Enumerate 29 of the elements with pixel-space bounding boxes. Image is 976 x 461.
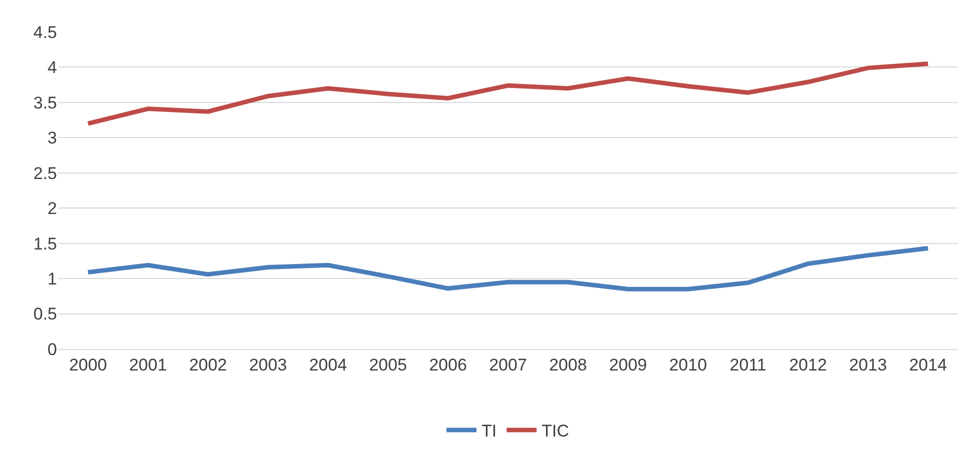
y-tick-label: 3 xyxy=(48,128,57,148)
y-tick-label: 2.5 xyxy=(33,164,57,183)
x-tick-label: 2014 xyxy=(909,355,947,374)
x-tick-label: 2009 xyxy=(609,355,647,374)
x-tick-label: 2013 xyxy=(849,355,887,374)
x-tick-label: 2008 xyxy=(549,355,587,374)
legend-label: TI xyxy=(482,422,497,441)
x-tick-label: 2000 xyxy=(69,355,107,374)
y-tick-label: 0 xyxy=(48,340,57,359)
x-tick-label: 2001 xyxy=(129,355,167,374)
y-tick-label: 4 xyxy=(48,58,57,78)
y-tick-label: 0.5 xyxy=(33,304,57,324)
legend-label: TIC xyxy=(542,422,569,441)
x-tick-label: 2002 xyxy=(189,355,227,374)
x-tick-label: 2012 xyxy=(789,355,827,374)
x-tick-label: 2007 xyxy=(489,355,527,374)
y-tick-label: 1.5 xyxy=(33,234,57,254)
x-tick-label: 2006 xyxy=(429,355,467,374)
y-tick-label: 2 xyxy=(48,199,57,218)
x-tick-label: 2005 xyxy=(369,355,407,374)
y-tick-label: 3.5 xyxy=(33,93,57,112)
y-tick-label: 1 xyxy=(48,270,57,289)
x-tick-label: 2003 xyxy=(249,355,287,374)
y-tick-label: 4.5 xyxy=(33,22,57,42)
x-tick-label: 2004 xyxy=(309,355,347,374)
x-tick-label: 2010 xyxy=(669,355,707,374)
x-tick-label: 2011 xyxy=(730,355,766,374)
line-series xyxy=(86,61,930,126)
line-series xyxy=(86,246,930,292)
